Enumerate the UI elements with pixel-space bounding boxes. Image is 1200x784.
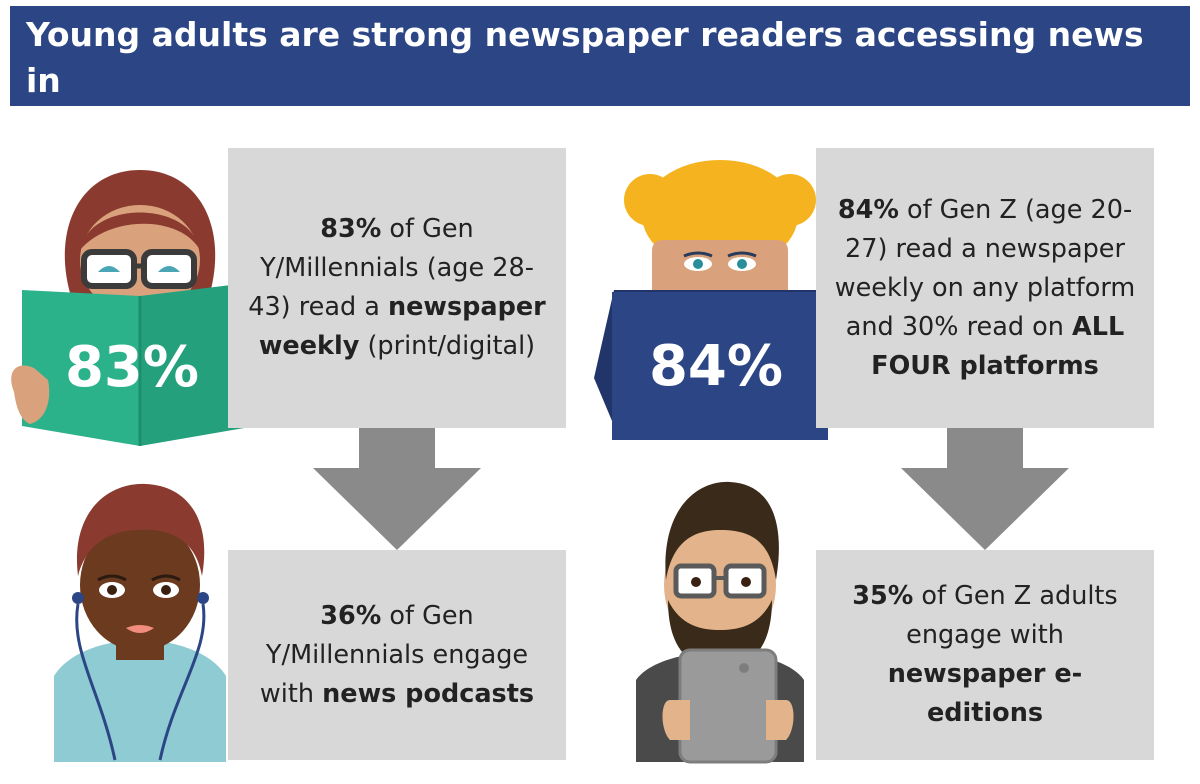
- stat-box-gen-z-weekly: 84% of Gen Z (age 20-27) read a newspape…: [816, 148, 1154, 428]
- down-arrow-icon: [901, 428, 1069, 550]
- stat-highlight: news podcasts: [322, 678, 535, 709]
- stat-box-gen-z-eeditions: 35% of Gen Z adults engage with newspape…: [816, 550, 1154, 760]
- stat-value: 35%: [852, 581, 914, 611]
- title-footnote: 2: [292, 109, 306, 131]
- stat-highlight: newspaper e-editions: [887, 659, 1083, 728]
- title-banner: Young adults are strong newspaper reader…: [10, 6, 1190, 146]
- title-line-1: Young adults are strong newspaper reader…: [26, 15, 1144, 100]
- stat-value: 36%: [320, 600, 382, 631]
- stat-text: of Gen Z (age 20-27) read a newspaper we…: [834, 194, 1136, 342]
- stat-text: of Gen Y/Millennials engage with: [259, 600, 529, 709]
- book-stat: 83%: [65, 335, 199, 400]
- stat-box-gen-y-podcasts: 36% of Gen Y/Millennials engage with new…: [228, 550, 566, 760]
- podcast-listener-icon: [54, 483, 226, 762]
- stat-box-text: 83% of Gen Y/Millennials (age 28-43) rea…: [228, 210, 566, 366]
- stat-text: of Gen Y/Millennials (age 28-43) read a: [248, 214, 534, 322]
- stat-box-text: 35% of Gen Z adults engage with newspape…: [816, 577, 1154, 733]
- stat-text: of Gen Z adults engage with: [906, 581, 1118, 650]
- title-colon: :: [305, 107, 319, 146]
- page-title: Young adults are strong newspaper reader…: [26, 12, 1176, 150]
- stat-value: 84%: [837, 194, 899, 225]
- tablet-reader-icon: [636, 481, 804, 764]
- stat-value: 83%: [320, 214, 382, 244]
- laptop-user-icon: 84%: [594, 160, 846, 440]
- stat-suffix: (print/digital): [359, 331, 536, 361]
- laptop-stat: 84%: [649, 334, 783, 399]
- stat-highlight: newspaper weekly: [258, 292, 546, 361]
- stat-box-text: 84% of Gen Z (age 20-27) read a newspape…: [816, 191, 1154, 386]
- stat-highlight: ALL FOUR platforms: [871, 311, 1125, 381]
- stat-box-gen-y-weekly: 83% of Gen Y/Millennials (age 28-43) rea…: [228, 148, 566, 428]
- down-arrow-icon: [313, 428, 481, 550]
- title-line-2: different ways: [26, 107, 293, 146]
- stat-box-text: 36% of Gen Y/Millennials engage with new…: [228, 597, 566, 714]
